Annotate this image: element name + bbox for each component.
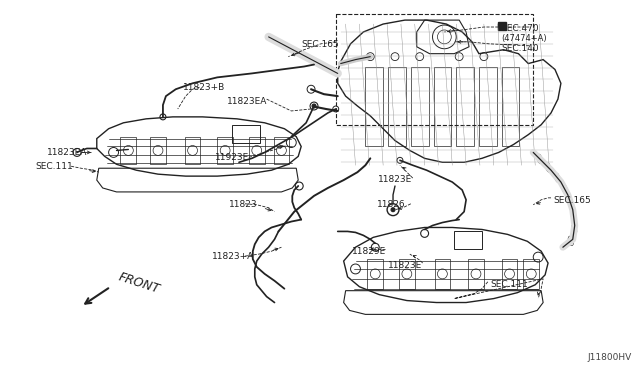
Text: 11823+A: 11823+A bbox=[212, 252, 255, 261]
Text: 11823E: 11823E bbox=[378, 175, 412, 184]
Bar bbox=[217, 137, 233, 164]
Bar bbox=[454, 231, 482, 249]
Circle shape bbox=[312, 104, 316, 108]
Text: SEC.470: SEC.470 bbox=[502, 24, 540, 33]
Text: SEC.165: SEC.165 bbox=[301, 40, 339, 49]
Text: SEC.111: SEC.111 bbox=[36, 162, 74, 171]
Bar bbox=[399, 259, 415, 289]
Text: SEC.140: SEC.140 bbox=[502, 44, 540, 53]
Bar bbox=[524, 259, 539, 289]
Bar bbox=[150, 137, 166, 164]
Bar bbox=[232, 125, 260, 142]
Bar bbox=[185, 137, 200, 164]
Text: 11823+B: 11823+B bbox=[182, 83, 225, 92]
Text: (47474+A): (47474+A) bbox=[502, 34, 547, 43]
Text: J11800HV: J11800HV bbox=[588, 353, 632, 362]
Bar bbox=[336, 14, 533, 125]
Bar bbox=[502, 259, 518, 289]
Text: 11923E: 11923E bbox=[215, 153, 250, 163]
Bar bbox=[249, 137, 265, 164]
Text: 11823E: 11823E bbox=[388, 261, 422, 270]
Text: 11823EA: 11823EA bbox=[227, 97, 268, 106]
Text: 11823: 11823 bbox=[229, 200, 258, 209]
Text: FRONT: FRONT bbox=[116, 271, 161, 296]
Text: 11829E: 11829E bbox=[351, 247, 386, 256]
Bar bbox=[367, 259, 383, 289]
Text: 11826: 11826 bbox=[377, 200, 406, 209]
Text: 11823EA: 11823EA bbox=[47, 148, 88, 157]
Bar bbox=[468, 259, 484, 289]
Circle shape bbox=[391, 208, 395, 212]
Bar bbox=[435, 259, 451, 289]
Text: SEC.165: SEC.165 bbox=[553, 196, 591, 205]
Bar bbox=[120, 137, 136, 164]
Bar bbox=[498, 22, 506, 30]
Bar bbox=[273, 137, 289, 164]
Text: SEC.111: SEC.111 bbox=[491, 280, 529, 289]
